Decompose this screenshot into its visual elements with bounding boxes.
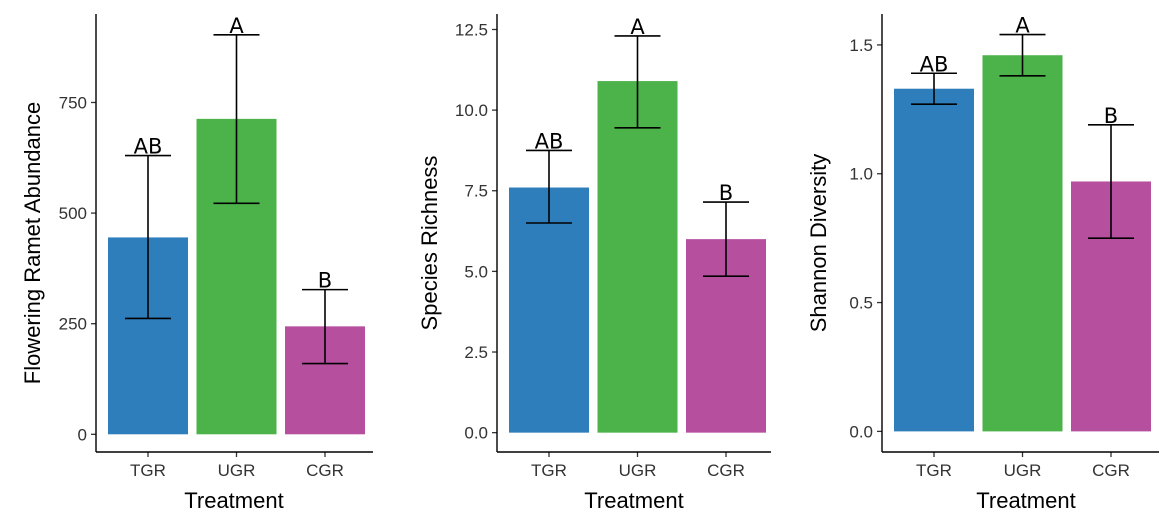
x-tick-label-ugr: UGR xyxy=(218,461,256,480)
bar-ugr xyxy=(597,81,678,433)
significance-label-tgr: AB xyxy=(920,52,949,76)
x-tick-label-tgr: TGR xyxy=(916,461,952,480)
y-tick-label: 0.0 xyxy=(464,424,488,443)
y-tick-label: 12.5 xyxy=(455,20,488,39)
y-tick-label: 0 xyxy=(78,425,87,444)
significance-label-cgr: B xyxy=(1104,104,1118,128)
y-tick-label: 2.5 xyxy=(464,343,488,362)
x-axis-title: Treatment xyxy=(584,488,683,513)
x-axis-title: Treatment xyxy=(976,488,1075,513)
x-tick-label-cgr: CGR xyxy=(1092,461,1130,480)
bar-tgr xyxy=(894,88,974,432)
significance-label-tgr: AB xyxy=(134,135,163,159)
x-tick-label-tgr: TGR xyxy=(130,461,166,480)
significance-label-cgr: B xyxy=(318,269,332,293)
x-tick-label-ugr: UGR xyxy=(619,461,657,480)
x-tick-label-tgr: TGR xyxy=(531,461,567,480)
x-axis-title: Treatment xyxy=(184,488,283,513)
significance-label-ugr: A xyxy=(630,15,645,39)
y-tick-label: 5.0 xyxy=(464,262,488,281)
significance-label-ugr: A xyxy=(229,14,244,38)
x-tick-label-cgr: CGR xyxy=(707,461,745,480)
y-axis-title: Flowering Ramet Abundance xyxy=(20,102,45,385)
y-tick-label: 250 xyxy=(59,315,87,334)
y-tick-label: 1.0 xyxy=(849,165,873,184)
y-tick-label: 500 xyxy=(59,204,87,223)
significance-label-tgr: AB xyxy=(535,129,564,153)
y-axis-title: Shannon Diversity xyxy=(806,154,831,333)
significance-label-ugr: A xyxy=(1015,14,1030,38)
significance-label-cgr: B xyxy=(719,181,733,205)
y-axis-title: Species Richness xyxy=(417,156,442,331)
y-tick-label: 0.5 xyxy=(849,294,873,313)
bar-tgr xyxy=(509,187,589,433)
y-tick-label: 750 xyxy=(59,93,87,112)
y-tick-label: 0.0 xyxy=(849,422,873,441)
y-tick-label: 10.0 xyxy=(455,101,488,120)
bar-ugr xyxy=(982,55,1063,432)
x-tick-label-ugr: UGR xyxy=(1004,461,1042,480)
x-tick-label-cgr: CGR xyxy=(306,461,344,480)
y-tick-label: 1.5 xyxy=(849,36,873,55)
y-tick-label: 7.5 xyxy=(464,182,488,201)
